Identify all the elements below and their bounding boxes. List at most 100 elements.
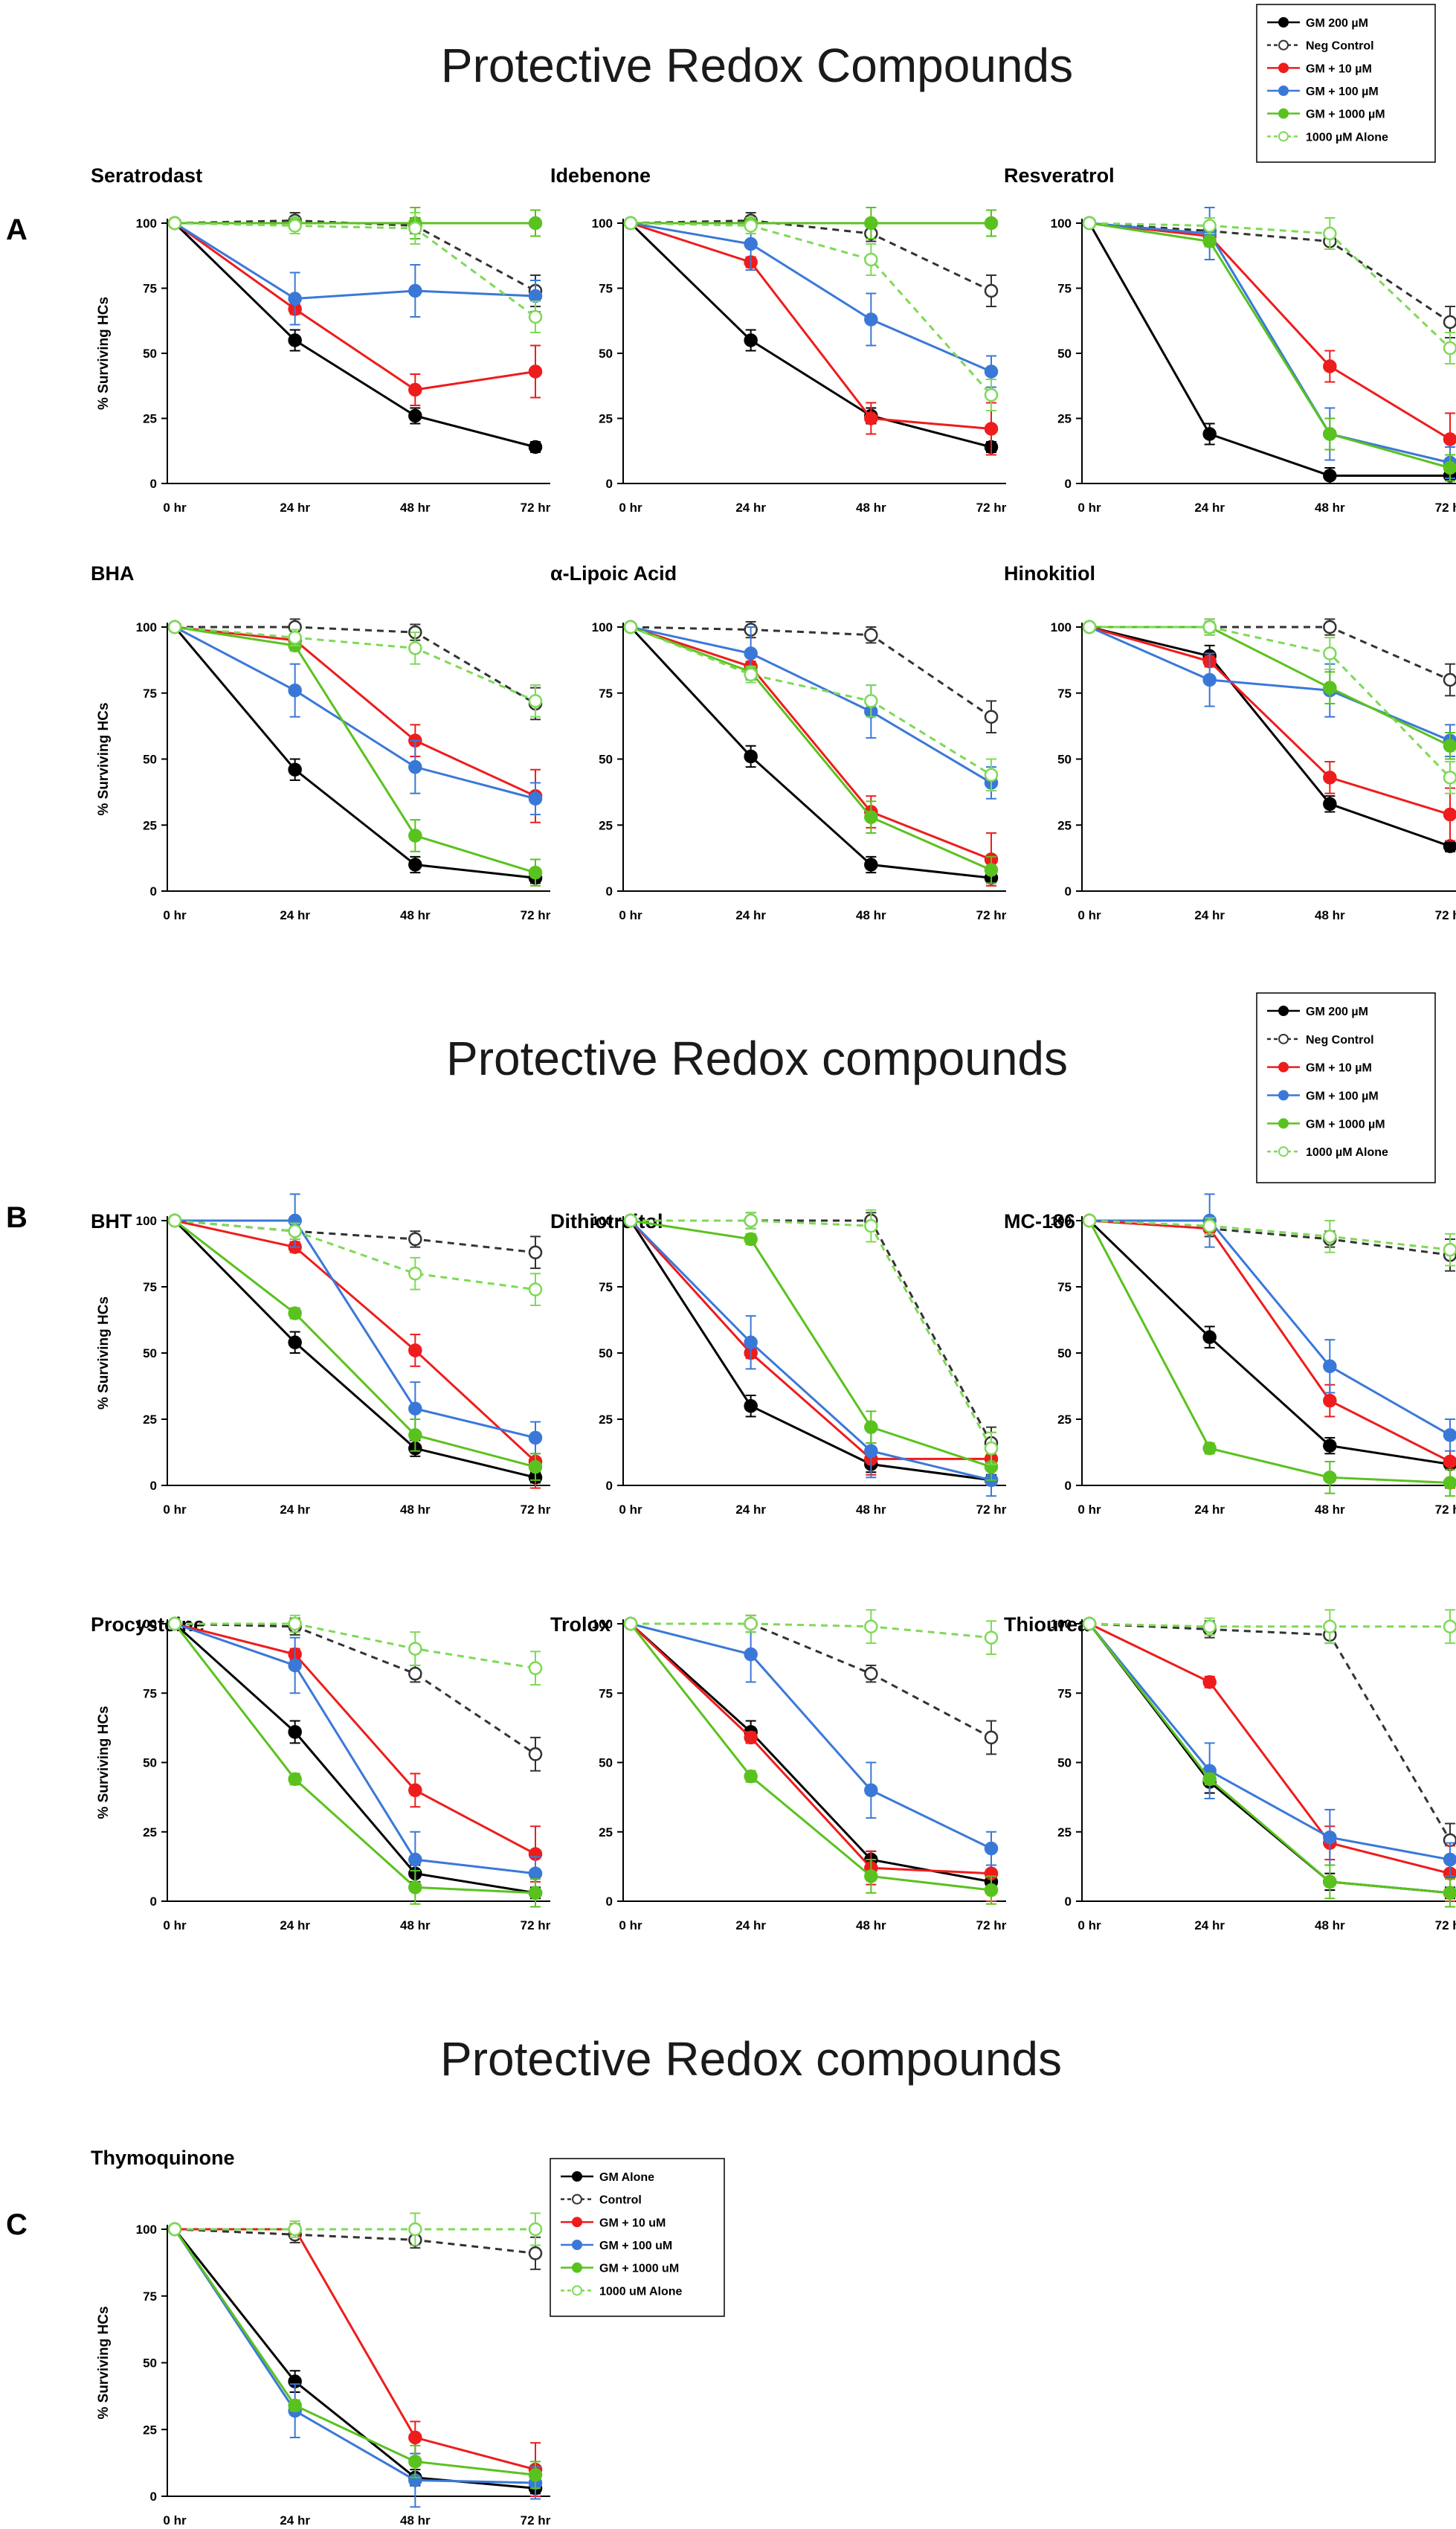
x-tick-label: 72 hr bbox=[976, 908, 1007, 922]
series-2 bbox=[167, 620, 543, 823]
section-label: B bbox=[6, 1201, 28, 1234]
data-point bbox=[288, 1224, 302, 1238]
data-point bbox=[408, 1852, 422, 1867]
series-4 bbox=[167, 1213, 543, 1481]
series-line bbox=[630, 222, 992, 373]
data-point bbox=[1443, 771, 1456, 785]
data-point bbox=[167, 620, 182, 634]
series-line bbox=[1089, 1622, 1451, 1875]
series-0 bbox=[167, 1213, 543, 1485]
data-point bbox=[864, 216, 878, 231]
data-point bbox=[864, 810, 878, 824]
x-tick-label: 24 hr bbox=[280, 501, 310, 515]
data-point bbox=[1443, 460, 1456, 475]
data-point bbox=[288, 630, 302, 645]
legend-item: 1000 µM Alone bbox=[1267, 131, 1388, 144]
data-point bbox=[1323, 1830, 1337, 1845]
chart-title: Thymoquinone bbox=[91, 2147, 234, 2169]
legend-label: Neg Control bbox=[1306, 40, 1374, 53]
x-tick-label: 48 hr bbox=[400, 501, 431, 515]
legend-item: GM + 1000 uM bbox=[561, 2262, 679, 2275]
series-3 bbox=[623, 1616, 999, 1866]
series-line bbox=[174, 219, 536, 292]
series-line bbox=[175, 1622, 536, 1670]
series-0 bbox=[1082, 1213, 1456, 1471]
chart-title: Procysteine bbox=[91, 1613, 204, 1636]
data-point bbox=[288, 683, 302, 698]
y-tick-label: 100 bbox=[592, 216, 613, 231]
x-tick-label: 72 hr bbox=[521, 2513, 551, 2528]
y-tick-label: 100 bbox=[1051, 1214, 1072, 1228]
series-line bbox=[1089, 626, 1451, 748]
series-0 bbox=[623, 1616, 999, 1889]
legend-marker bbox=[1278, 62, 1289, 74]
data-point bbox=[288, 762, 302, 777]
y-tick-label: 50 bbox=[1057, 1346, 1072, 1360]
series-4 bbox=[167, 620, 543, 887]
data-point bbox=[528, 1886, 543, 1900]
series-line bbox=[1089, 1219, 1451, 1256]
chart-idebenone: Idebenone 0 25 50 75 100 0 hr 24 hr 48 hr 72 hr bbox=[550, 164, 1007, 515]
y-axis-label: % Surviving HCs bbox=[96, 702, 112, 815]
data-point bbox=[408, 1401, 422, 1416]
series-3 bbox=[167, 620, 543, 816]
x-tick-label: 0 hr bbox=[163, 2513, 187, 2528]
series-line bbox=[174, 1622, 536, 1855]
data-point bbox=[528, 440, 543, 454]
data-point bbox=[1443, 839, 1456, 853]
y-tick-label: 25 bbox=[599, 818, 613, 832]
y-tick-label: 75 bbox=[599, 282, 613, 296]
legend-item: Neg Control bbox=[1267, 1033, 1374, 1047]
legend-item: GM + 100 µM bbox=[1267, 1090, 1379, 1103]
legend-item: GM 200 µM bbox=[1267, 17, 1368, 30]
data-point bbox=[1082, 1213, 1097, 1228]
series-line bbox=[1089, 222, 1451, 464]
section-B: Protective Redox compounds B bbox=[6, 1032, 1068, 1234]
legend-item: 1000 uM Alone bbox=[561, 2285, 683, 2298]
series-line bbox=[1089, 626, 1451, 742]
series-line bbox=[174, 1219, 536, 1291]
series-line bbox=[1088, 1219, 1451, 1466]
legend-marker bbox=[572, 2194, 582, 2205]
x-tick-label: 0 hr bbox=[619, 501, 642, 515]
y-tick-label: 50 bbox=[143, 1756, 157, 1770]
data-point bbox=[1443, 739, 1456, 753]
series-2 bbox=[1082, 1616, 1456, 1902]
data-point bbox=[528, 2246, 543, 2260]
chart-procysteine: Procysteine 0 25 50 75 100 % Surviving HCs 0 hr… bbox=[91, 1613, 551, 1932]
x-tick-label: 72 hr bbox=[1435, 1503, 1456, 1517]
chart-trolox: Trolox 0 25 50 75 100 0 hr 24 hr 48 hr 72 hr bbox=[550, 1609, 1007, 1932]
data-point bbox=[1323, 1439, 1337, 1453]
x-tick-label: 0 hr bbox=[1077, 1918, 1101, 1932]
x-tick-label: 24 hr bbox=[735, 501, 766, 515]
legend-marker bbox=[572, 2171, 582, 2182]
data-point bbox=[984, 1883, 999, 1897]
data-point bbox=[1443, 672, 1456, 687]
section-label: C bbox=[6, 2208, 28, 2241]
series-line bbox=[631, 1622, 992, 1639]
data-point bbox=[1443, 1619, 1456, 1633]
chart--lipoic-acid: α-Lipoic Acid 0 25 50 75 100 0 hr 24 hr 48 hr 72 … bbox=[550, 562, 1007, 922]
series-line bbox=[630, 626, 992, 777]
y-tick-label: 100 bbox=[136, 620, 157, 634]
legend-item: Control bbox=[561, 2194, 642, 2207]
y-tick-label: 75 bbox=[599, 1280, 613, 1294]
series-line bbox=[1089, 222, 1451, 469]
data-point bbox=[408, 221, 422, 236]
series-3 bbox=[1082, 207, 1456, 479]
series-5 bbox=[623, 216, 999, 411]
data-point bbox=[1443, 1428, 1456, 1442]
data-point bbox=[1323, 359, 1337, 373]
data-point bbox=[744, 1213, 758, 1228]
x-tick-label: 0 hr bbox=[1077, 908, 1101, 922]
data-point bbox=[984, 1730, 999, 1745]
y-tick-label: 75 bbox=[143, 1280, 157, 1294]
data-point bbox=[1443, 1476, 1456, 1490]
legend-label: GM + 100 uM bbox=[599, 2240, 672, 2252]
series-5 bbox=[623, 620, 999, 792]
y-axis-label: % Surviving HCs bbox=[96, 1296, 112, 1410]
x-tick-label: 48 hr bbox=[856, 1503, 886, 1517]
series-line bbox=[174, 626, 536, 874]
series-line bbox=[1089, 222, 1452, 350]
chart-thymoquinone: Thymoquinone 0 25 50 75 100 % Surviving HCs 0 h… bbox=[91, 2147, 551, 2528]
